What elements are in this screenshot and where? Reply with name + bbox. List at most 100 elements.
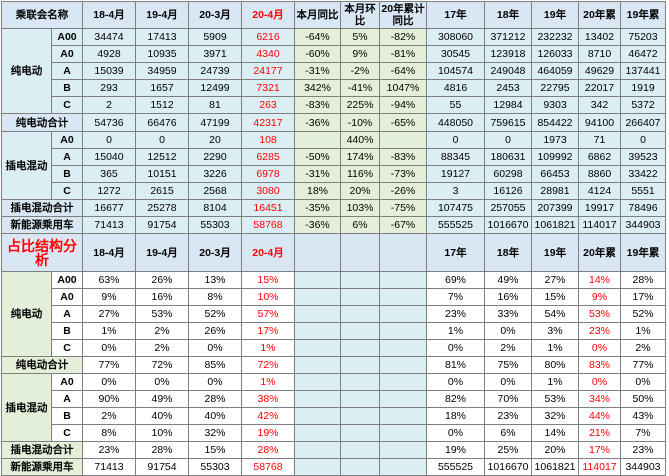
class-label: A: [51, 62, 83, 80]
class-label: A00: [51, 271, 83, 289]
class-label: A: [51, 148, 83, 166]
value-cell: 0%: [620, 373, 666, 391]
value-cell: -26%: [379, 182, 427, 200]
value-cell: 23%: [620, 441, 666, 459]
table-row: 插电混动 A0 0% 0% 0% 1% 0% 0% 1% 0% 0%: [1, 373, 666, 442]
value-cell: [340, 373, 380, 391]
value-cell: 14%: [531, 424, 579, 442]
value-cell: 15%: [188, 441, 242, 459]
value-cell: 27%: [531, 271, 579, 289]
value-cell: 49629: [578, 62, 621, 80]
value-cell: 371212: [484, 28, 532, 46]
value-cell: [340, 305, 380, 323]
value-cell: 15%: [241, 271, 295, 289]
value-cell: [294, 339, 341, 357]
value-cell: [340, 339, 380, 357]
value-cell: 2568: [188, 182, 242, 200]
column-header: [340, 233, 380, 272]
value-cell: 46472: [620, 45, 666, 63]
value-cell: 342: [578, 96, 621, 114]
column-header: 19年: [531, 1, 579, 29]
value-cell: -10%: [340, 113, 380, 132]
value-cell: 6216: [241, 28, 295, 46]
value-cell: 58768: [241, 216, 295, 234]
value-cell: 6862: [578, 148, 621, 166]
table-row: B 2% 40% 40% 42% 18% 23% 32% 44% 43%: [2, 407, 666, 425]
value-cell: 5372: [620, 96, 666, 114]
value-cell: 0%: [188, 339, 242, 357]
value-cell: 6285: [241, 148, 295, 166]
value-cell: 90%: [82, 390, 136, 408]
value-cell: 107475: [426, 199, 485, 217]
class-label: B: [51, 407, 83, 425]
value-cell: 28%: [188, 390, 242, 408]
column-header: 18-4月: [82, 1, 136, 29]
value-cell: 66476: [135, 113, 189, 132]
column-header: 17年: [426, 1, 485, 29]
value-cell: 126033: [531, 45, 579, 63]
value-cell: 8710: [578, 45, 621, 63]
subtotal-label: 插电混动合计: [1, 199, 83, 217]
value-cell: 17%: [620, 288, 666, 306]
value-cell: 60298: [484, 165, 532, 183]
value-cell: 52%: [188, 305, 242, 323]
value-cell: 308060: [426, 28, 485, 46]
value-cell: 137441: [620, 62, 666, 80]
value-cell: 104574: [426, 62, 485, 80]
value-cell: 1%: [82, 322, 136, 340]
value-cell: 1%: [241, 339, 295, 357]
value-cell: 293: [82, 79, 136, 97]
value-cell: 114017: [578, 458, 621, 476]
value-cell: [340, 390, 380, 408]
value-cell: 0%: [426, 339, 485, 357]
group-label-phev: 插电混动: [1, 373, 52, 442]
table-row: C 1272 2615 2568 3080 18% 20% -26% 3 16126 28981 41…: [2, 182, 666, 200]
value-cell: 20%: [531, 441, 579, 459]
value-cell: -31%: [294, 62, 341, 80]
value-cell: [294, 305, 341, 323]
value-cell: 71413: [82, 216, 136, 234]
group-label-pure-ev: 纯电动: [1, 271, 52, 357]
value-cell: 81: [188, 96, 242, 114]
value-cell: 1061821: [531, 216, 579, 234]
table-row: 纯电动 A00 34474 17413 5909 6216 -64% 5% -82% 308060…: [1, 28, 666, 114]
value-cell: 225%: [340, 96, 380, 114]
class-label: C: [51, 339, 83, 357]
column-header: 19-4月: [135, 233, 189, 272]
value-cell: 53%: [578, 305, 621, 323]
value-cell: 249048: [484, 62, 532, 80]
column-header: 本月环比: [340, 1, 380, 29]
value-cell: 116%: [340, 165, 380, 183]
value-cell: [294, 271, 341, 289]
table-row: 新能源乘用车 71413 91754 55303 58768 555525 1016670 1…: [1, 458, 666, 476]
value-cell: 28981: [531, 182, 579, 200]
value-cell: 52%: [620, 305, 666, 323]
value-cell: 27%: [82, 305, 136, 323]
value-cell: 71413: [82, 458, 136, 476]
value-cell: 9303: [531, 96, 579, 114]
table-row: 纯电动合计 54736 66476 47199 42317 -36% -10% -65% 448…: [1, 113, 666, 132]
table-row: A 27% 53% 52% 57% 23% 33% 54% 53% 52%: [2, 305, 666, 323]
value-cell: 16126: [484, 182, 532, 200]
class-label: C: [51, 424, 83, 442]
value-cell: [379, 407, 427, 425]
value-cell: 42%: [241, 407, 295, 425]
value-cell: 23%: [82, 441, 136, 459]
value-cell: 0%: [578, 373, 621, 391]
table-row: 插电混动合计 23% 28% 15% 28% 19% 25% 20% 17% 23%: [1, 441, 666, 459]
value-cell: 9%: [340, 45, 380, 63]
value-cell: 77%: [82, 356, 136, 374]
value-cell: 72%: [135, 356, 189, 374]
value-cell: 0%: [426, 373, 485, 391]
table-row: 乘联会名称 18-4月 19-4月 20-3月 20-4月 本月同比 本月环比 20年累计同比…: [1, 1, 666, 29]
value-cell: 20%: [340, 182, 380, 200]
class-label: B: [51, 322, 83, 340]
value-cell: 1919: [620, 79, 666, 97]
table-row: A 15039 34959 24739 24177 -31% -2% -64% 104574 24…: [2, 62, 666, 80]
value-cell: 0%: [82, 339, 136, 357]
value-cell: 0: [620, 131, 666, 149]
value-cell: 0%: [82, 373, 136, 391]
value-cell: [340, 458, 380, 476]
column-header: 19-4月: [135, 1, 189, 29]
